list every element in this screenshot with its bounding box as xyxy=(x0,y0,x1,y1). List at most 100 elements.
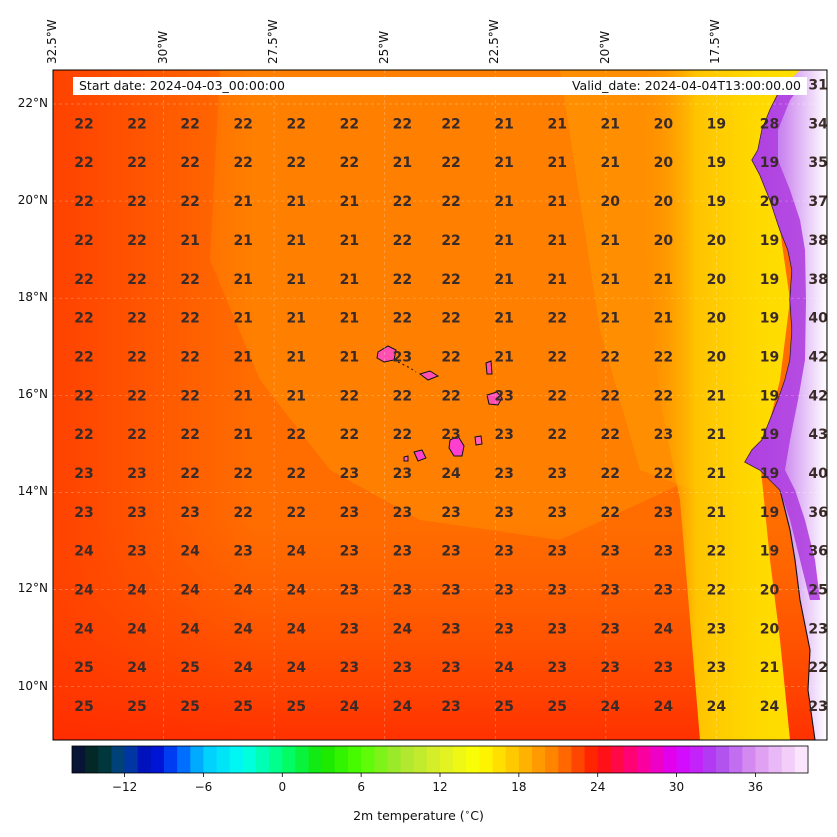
temperature-value-label: 23 xyxy=(808,621,827,637)
temperature-value-label: 24 xyxy=(127,582,147,598)
temperature-value-label: 24 xyxy=(180,544,200,560)
temperature-value-label: 21 xyxy=(233,427,252,443)
temperature-value-label: 20 xyxy=(760,194,780,210)
temperature-value-label: 22 xyxy=(441,388,460,404)
map-plot-area: 22 22 22 22 22 22 22 22 22 22 21 20 20 20 31 22 22 22 22 22… xyxy=(53,70,828,740)
temperature-value-label: 40 xyxy=(808,466,828,482)
colorbar-tick-label: −12 xyxy=(112,780,137,794)
colorbar-bin xyxy=(295,746,310,773)
temperature-value-label: 23 xyxy=(494,388,513,404)
temperature-value-label: 22 xyxy=(601,427,620,443)
temperature-value-label: 19 xyxy=(760,427,779,443)
temperature-value-label: 22 xyxy=(393,311,412,327)
colorbar: −12 −6 0 6 12 18 24 30 36 xyxy=(71,745,809,794)
colorbar-tick-label: 12 xyxy=(432,780,447,794)
temperature-value-label: 22 xyxy=(547,388,566,404)
latitude-label: 14°N xyxy=(17,484,48,499)
temperature-value-labels: 22 22 22 22 22 22 22 22 22 22 21 20 20 20 31 22 22 22 22 22… xyxy=(74,78,828,715)
temperature-value-label: 22 xyxy=(654,388,673,404)
temperature-value-label: 23 xyxy=(494,466,513,482)
temperature-value-label: 25 xyxy=(287,699,306,715)
temperature-value-label: 35 xyxy=(808,155,827,171)
longitude-label: 27.5°W xyxy=(266,19,281,64)
temperature-value-label: 21 xyxy=(494,116,513,132)
temperature-value-label: 25 xyxy=(74,699,93,715)
temperature-value-label: 21 xyxy=(601,233,620,249)
temperature-value-label: 22 xyxy=(707,544,726,560)
temperature-value-label: 21 xyxy=(233,233,252,249)
temperature-value-label: 23 xyxy=(393,544,412,560)
temperature-value-label: 22 xyxy=(441,155,460,171)
temperature-value-label: 23 xyxy=(547,544,566,560)
temperature-value-label: 21 xyxy=(547,116,566,132)
colorbar-bin xyxy=(492,746,507,773)
temperature-value-label: 19 xyxy=(760,233,779,249)
temperature-value-label: 19 xyxy=(760,272,779,288)
temperature-value-label: 23 xyxy=(654,660,673,676)
temperature-value-label: 24 xyxy=(287,621,307,637)
temperature-value-label: 23 xyxy=(441,544,460,560)
colorbar-bin xyxy=(768,746,783,773)
temperature-value-label: 22 xyxy=(233,466,252,482)
temperature-value-label: 22 xyxy=(127,349,146,365)
colorbar-bin xyxy=(610,746,625,773)
temperature-value-label: 22 xyxy=(180,349,199,365)
temperature-value-label: 25 xyxy=(127,699,146,715)
temperature-value-label: 24 xyxy=(393,699,413,715)
latitude-label: 16°N xyxy=(17,387,48,402)
colorbar-bin xyxy=(571,746,586,773)
plot-frame xyxy=(52,69,828,741)
temperature-value-label: 22 xyxy=(808,660,827,676)
temperature-value-label: 23 xyxy=(494,544,513,560)
temperature-value-label: 21 xyxy=(601,272,620,288)
temperature-value-label: 22 xyxy=(127,388,146,404)
temperature-value-label: 19 xyxy=(760,155,779,171)
temperature-value-label: 23 xyxy=(127,466,146,482)
temperature-value-label: 23 xyxy=(233,544,252,560)
colorbar-bin xyxy=(164,746,178,773)
temperature-value-label: 22 xyxy=(74,388,93,404)
temperature-value-label: 20 xyxy=(707,233,727,249)
temperature-value-label: 22 xyxy=(74,272,93,288)
cooler-zone xyxy=(210,70,700,540)
temperature-value-label: 21 xyxy=(601,311,620,327)
longitude-label: 17.5°W xyxy=(708,19,723,64)
temperature-value-label: 23 xyxy=(707,660,726,676)
temperature-value-label: 23 xyxy=(654,505,673,521)
colorbar-bin xyxy=(545,746,559,773)
temperature-value-label: 23 xyxy=(601,621,620,637)
gridlines xyxy=(53,70,827,740)
temperature-value-label: 24 xyxy=(287,544,307,560)
colorbar-tick-label: 18 xyxy=(511,780,526,794)
temperature-value-label: 22 xyxy=(127,233,146,249)
colorbar-bin xyxy=(400,746,415,773)
temperature-value-label: 19 xyxy=(760,349,779,365)
temperature-value-label: 22 xyxy=(601,388,620,404)
temperature-value-label: 19 xyxy=(760,311,779,327)
colorbar-bin xyxy=(203,746,218,773)
temperature-value-label: 21 xyxy=(707,466,726,482)
colorbar-bin xyxy=(742,746,757,773)
temperature-value-label: 24 xyxy=(707,699,727,715)
temperature-value-label: 21 xyxy=(547,233,566,249)
temperature-value-label: 24 xyxy=(127,660,147,676)
colorbar-bin xyxy=(794,746,809,773)
island-sal xyxy=(485,360,493,375)
temperature-value-label: 24 xyxy=(393,621,413,637)
colorbar-bin xyxy=(334,746,349,773)
temperature-value-label: 22 xyxy=(441,116,460,132)
temperature-value-label: 23 xyxy=(601,582,620,598)
colorbar-bin xyxy=(190,746,205,773)
colorbar-bin xyxy=(597,746,612,773)
temperature-value-label: 20 xyxy=(760,621,780,637)
temperature-value-label: 19 xyxy=(707,155,726,171)
temperature-value-label: 21 xyxy=(494,349,513,365)
temperature-value-label: 21 xyxy=(287,388,306,404)
colorbar-bin xyxy=(532,746,546,773)
temperature-value-label: 34 xyxy=(808,116,828,132)
temperature-value-label: 22 xyxy=(74,311,93,327)
island-fogo xyxy=(413,449,427,462)
temperature-value-label: 22 xyxy=(547,311,566,327)
temperature-value-label: 22 xyxy=(654,466,673,482)
temperature-value-label: 22 xyxy=(441,194,460,210)
